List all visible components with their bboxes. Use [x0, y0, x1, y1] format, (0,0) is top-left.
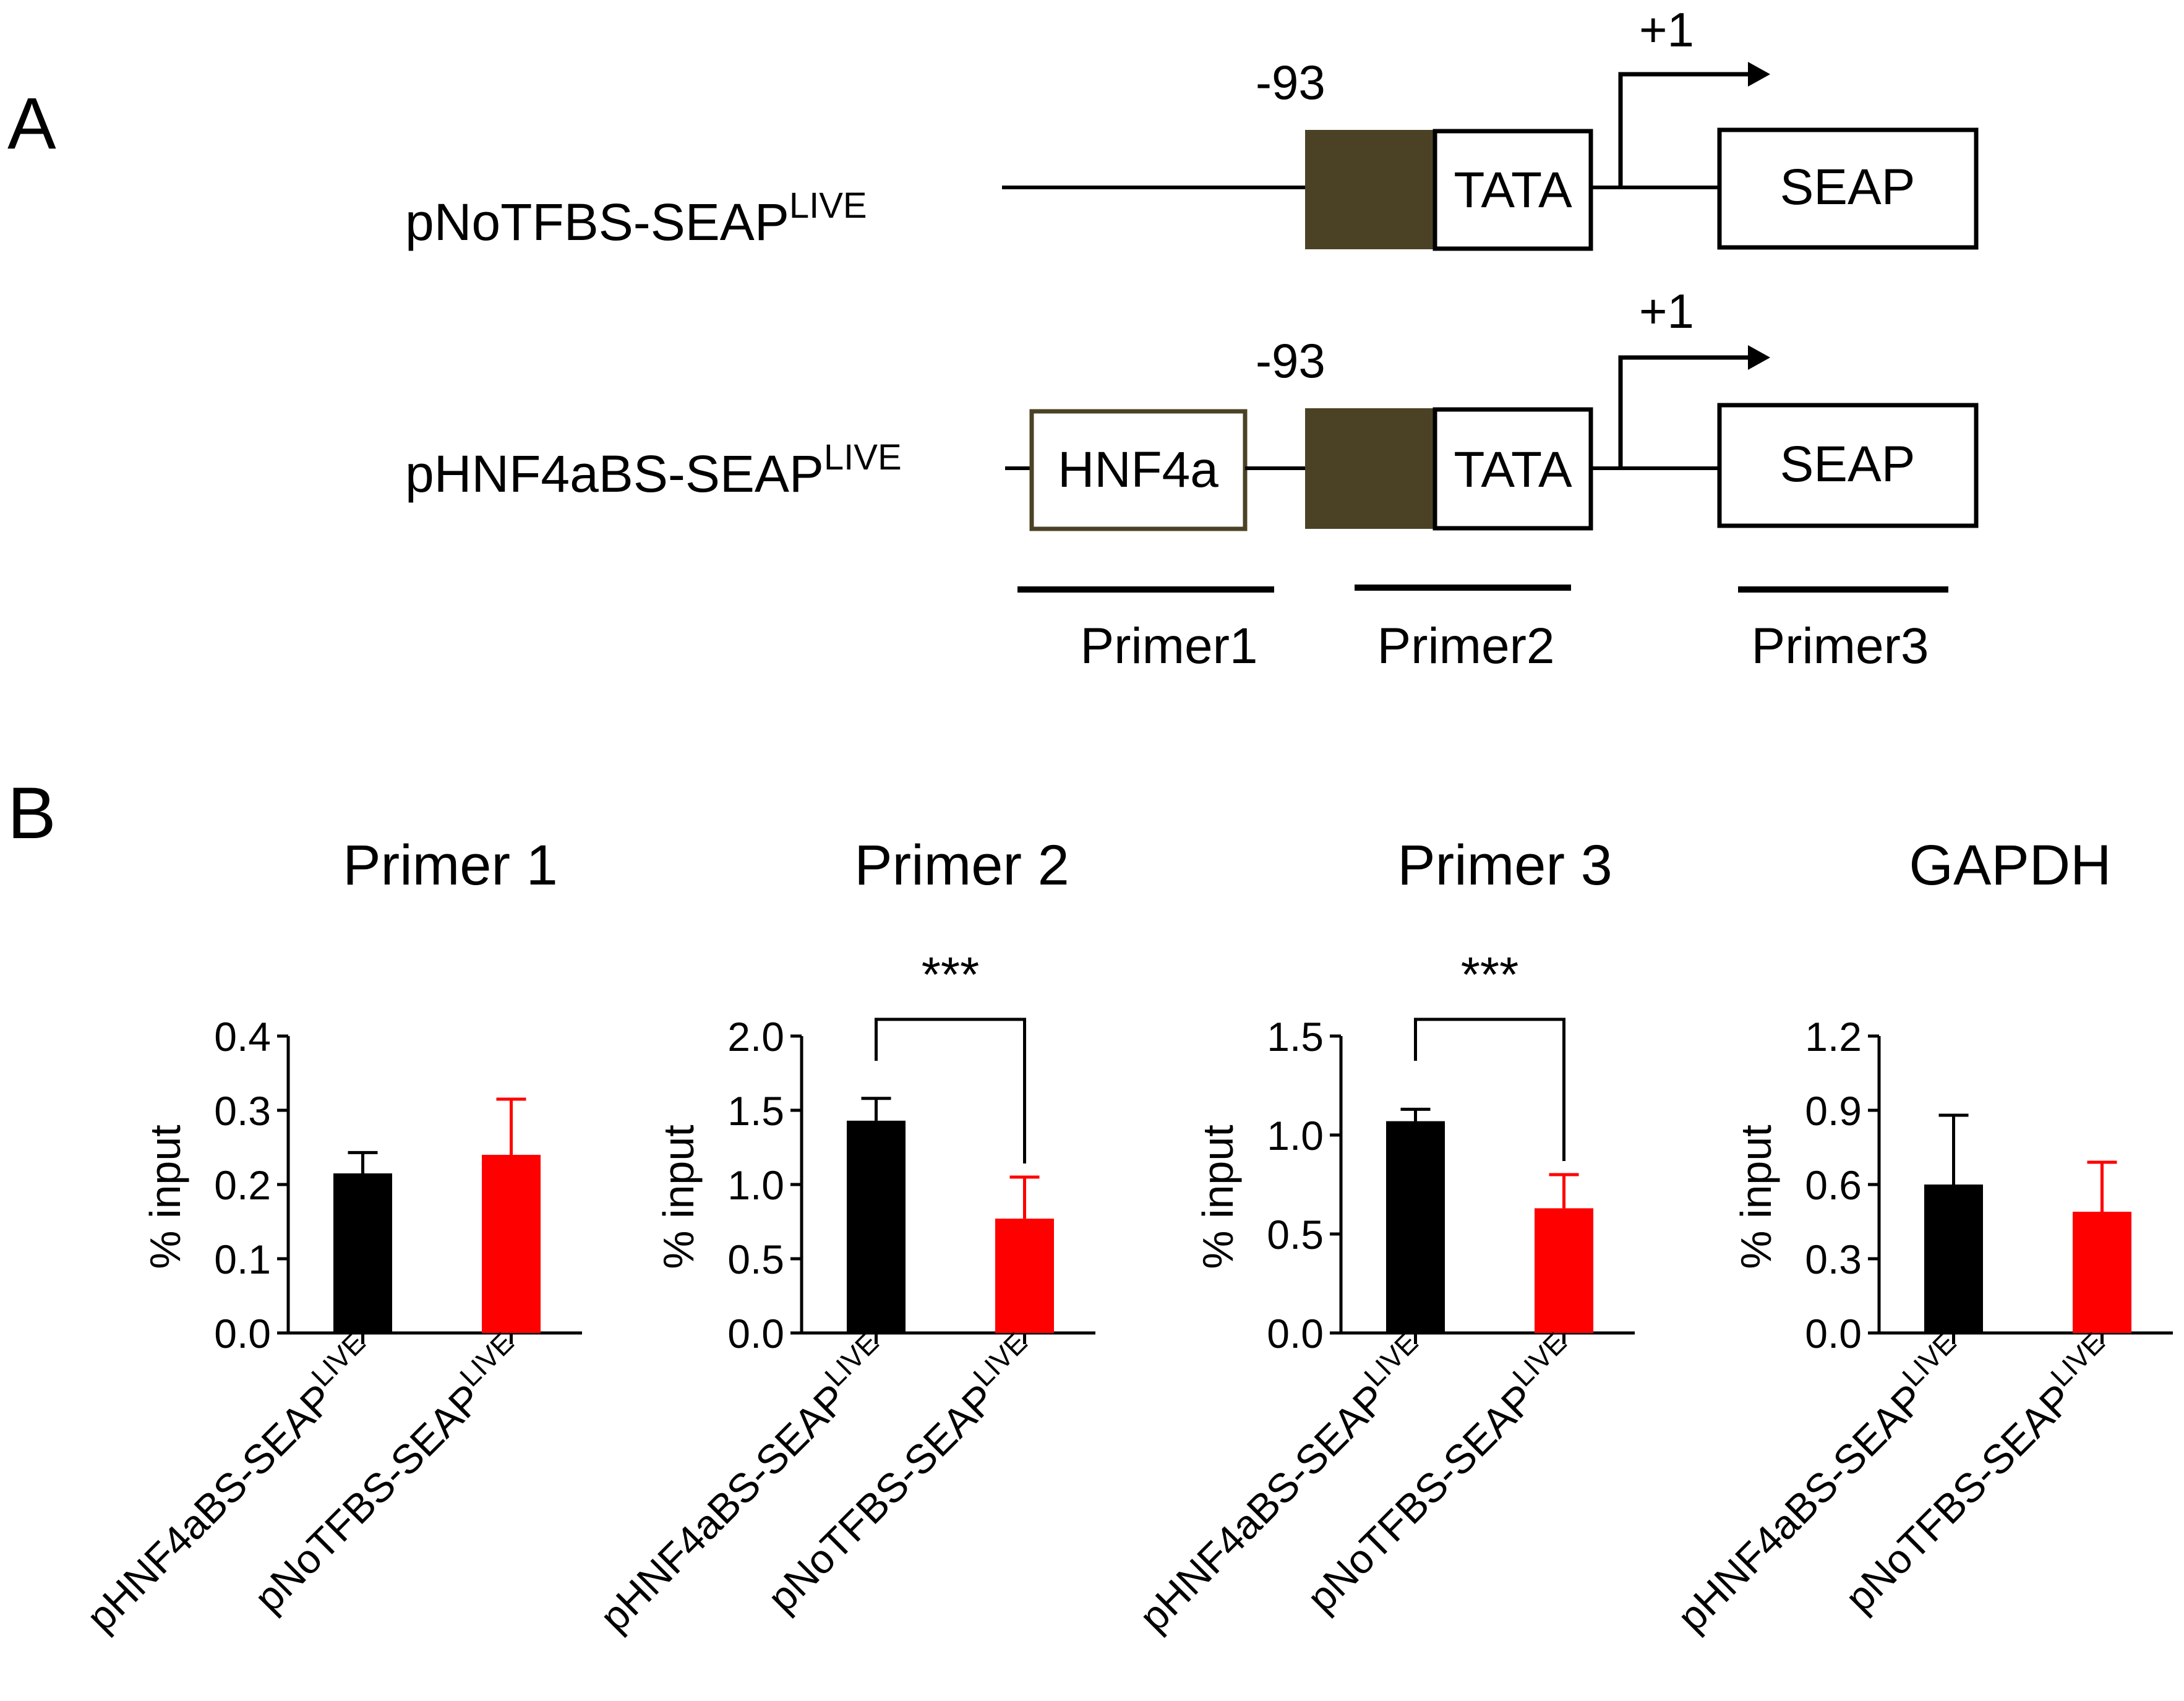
x-tick-label-base: pHNF4aBS-SEAP — [1668, 1375, 1933, 1640]
primer1-label: Primer1 — [1080, 618, 1257, 674]
seap-box — [1717, 403, 1979, 528]
tss-arrow — [1618, 355, 1757, 470]
chart-title: Primer 1 — [343, 834, 558, 897]
tata-box — [1432, 129, 1593, 251]
bar — [1386, 1121, 1445, 1333]
significance-bracket — [1414, 1018, 1565, 1161]
primer2-label: Primer2 — [1377, 618, 1554, 674]
panel-b: B Primer 1 0.0 0.1 0.2 0.3 0.4 % input pHNF4aBS… — [7, 773, 2173, 1640]
construct-hnf4abs-base: pHNF4aBS-SEAP — [405, 445, 824, 503]
y-tick-label: 0.5 — [1267, 1212, 1324, 1258]
construct-notfbs: pNoTFBS-SEAPLIVE TATA -93 +1 SEAP — [405, 2, 1979, 251]
bar — [2073, 1212, 2131, 1333]
y-tick-label: 1.2 — [1805, 1014, 1862, 1060]
hnf4a-binding-site-box — [1029, 409, 1248, 531]
tss-label: +1 — [1639, 284, 1694, 338]
x-tick-label: pHNF4aBS-SEAPLIVE — [1663, 1326, 1977, 1640]
y-axis-label: % input — [1732, 1125, 1780, 1269]
y-tick-label: 0.3 — [214, 1088, 271, 1134]
y-tick-label: 1.5 — [1267, 1014, 1324, 1060]
y-tick-label: 0.0 — [1805, 1311, 1862, 1356]
construct-hnf4abs: pHNF4aBS-SEAPLIVE HNF4a TATA -93 +1 SEAP — [405, 284, 1979, 531]
panel-b-label: B — [7, 773, 56, 854]
tss-label: +1 — [1639, 2, 1694, 57]
promoter-core-box — [1305, 408, 1442, 529]
panel-a-label: A — [7, 83, 56, 165]
construct-hnf4abs-name: pHNF4aBS-SEAPLIVE — [405, 437, 902, 503]
y-axis-label: % input — [1194, 1125, 1242, 1269]
significance-label: *** — [1461, 947, 1518, 1002]
tss-arrowhead — [1748, 62, 1770, 87]
y-axis-label: % input — [654, 1125, 703, 1269]
significance-bracket — [875, 1018, 1026, 1163]
x-tick-label: pNoTFBS-SEAPLIVE — [240, 1326, 534, 1621]
y-tick-label: 2.0 — [727, 1014, 784, 1060]
tata-label: TATA — [1454, 162, 1572, 218]
y-tick-label: 0.0 — [214, 1311, 271, 1356]
bar — [995, 1219, 1054, 1333]
primer-annotations: Primer1 Primer2 Primer3 — [1017, 585, 1948, 674]
bar — [1535, 1208, 1593, 1333]
hnf4a-label: HNF4a — [1058, 442, 1218, 498]
primer3-label: Primer3 — [1751, 618, 1929, 674]
y-tick-label: 0.1 — [214, 1236, 271, 1282]
x-tick-label-base: pHNF4aBS-SEAP — [1130, 1375, 1395, 1640]
charts: Primer 1 0.0 0.1 0.2 0.3 0.4 % input pHNF4aBS-S… — [72, 834, 2173, 1640]
y-tick-label: 1.5 — [727, 1088, 784, 1134]
x-tick-label: pNoTFBS-SEAPLIVE — [1293, 1326, 1587, 1621]
bar — [482, 1155, 541, 1333]
y-tick-label: 1.0 — [1267, 1113, 1324, 1159]
y-tick-label: 0.9 — [1805, 1088, 1862, 1134]
x-tick-label-base: pHNF4aBS-SEAP — [591, 1375, 855, 1640]
y-tick-label: 0.0 — [1267, 1311, 1324, 1356]
chart-primer-1: Primer 1 0.0 0.1 0.2 0.3 0.4 % input pHNF4aBS-S… — [72, 834, 582, 1640]
x-tick-label: pHNF4aBS-SEAPLIVE — [72, 1326, 386, 1640]
y-tick-label: 1.0 — [727, 1162, 784, 1208]
construct-notfbs-superscript: LIVE — [789, 186, 867, 226]
y-tick-label: 0.0 — [727, 1311, 784, 1356]
seap-label: SEAP — [1780, 159, 1916, 215]
y-tick-label: 0.4 — [214, 1014, 271, 1060]
chart-primer-3: Primer 3 0.0 0.5 1.0 1.5 % input pHNF4aBS-SEAP… — [1125, 834, 1635, 1640]
x-tick-label: pHNF4aBS-SEAPLIVE — [1125, 1326, 1439, 1640]
position-label: -93 — [1256, 55, 1325, 109]
panel-a: A pNoTFBS-SEAPLIVE TATA -93 +1 SEAP pHNF… — [7, 2, 1979, 674]
x-tick-label: pNoTFBS-SEAPLIVE — [1831, 1326, 2125, 1621]
promoter-core-box — [1305, 130, 1442, 249]
construct-notfbs-base: pNoTFBS-SEAP — [405, 193, 789, 251]
seap-label: SEAP — [1780, 436, 1916, 492]
construct-hnf4abs-superscript: LIVE — [824, 437, 902, 478]
bar — [333, 1173, 392, 1333]
chart-title: Primer 2 — [854, 834, 1069, 897]
bar — [847, 1120, 906, 1333]
seap-box — [1717, 127, 1979, 250]
y-axis-label: % input — [141, 1125, 189, 1269]
chart-primer-2: Primer 2 0.0 0.5 1.0 1.5 2.0 % input pHNF4aBS-S… — [586, 834, 1095, 1640]
chart-title: Primer 3 — [1397, 834, 1612, 897]
chart-title: GAPDH — [1909, 834, 2111, 897]
y-tick-label: 0.6 — [1805, 1162, 1862, 1208]
significance-label: *** — [922, 947, 979, 1002]
y-tick-label: 0.2 — [214, 1162, 271, 1208]
tss-arrow — [1618, 72, 1757, 189]
x-tick-label-base: pHNF4aBS-SEAP — [77, 1375, 342, 1640]
x-tick-label: pHNF4aBS-SEAPLIVE — [586, 1326, 899, 1640]
chart-gapdh: GAPDH 0.0 0.3 0.6 0.9 1.2 % input pHNF4aBS-SEAP… — [1663, 834, 2173, 1640]
y-tick-label: 0.5 — [727, 1236, 784, 1282]
tata-label: TATA — [1454, 442, 1572, 498]
tss-arrowhead — [1748, 345, 1770, 370]
bar — [1924, 1185, 1983, 1333]
construct-notfbs-name: pNoTFBS-SEAPLIVE — [405, 186, 867, 251]
y-tick-label: 0.3 — [1805, 1236, 1862, 1282]
position-label: -93 — [1256, 333, 1325, 388]
x-tick-label: pNoTFBS-SEAPLIVE — [753, 1326, 1048, 1621]
